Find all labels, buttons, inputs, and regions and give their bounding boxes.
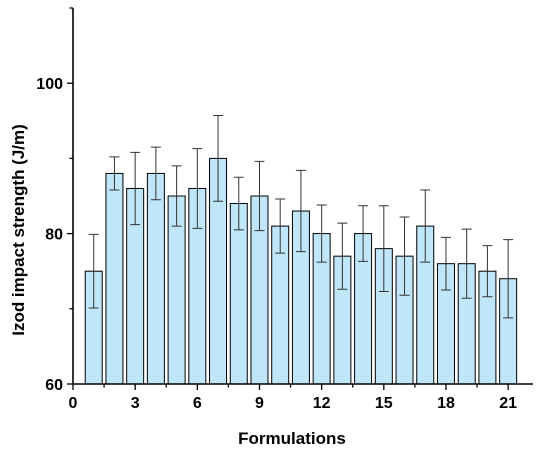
error-bar-20 — [482, 245, 493, 298]
x-tick-label-0: 0 — [69, 395, 78, 412]
y-axis-title: Izod impact strength (J/m) — [9, 124, 28, 336]
bar-4 — [146, 172, 165, 385]
x-tick-label-3: 3 — [131, 395, 140, 412]
error-bar-2 — [109, 156, 120, 191]
y-tick-label-80: 80 — [45, 227, 63, 244]
bars-group — [84, 157, 518, 385]
bar-8 — [229, 203, 248, 385]
error-bar-10 — [275, 198, 286, 254]
error-bar-13 — [337, 222, 348, 290]
error-bar-11 — [295, 169, 306, 253]
error-bar-21 — [503, 239, 514, 319]
error-bar-8 — [233, 176, 244, 231]
error-bar-9 — [254, 160, 265, 232]
x-tick-label-9: 9 — [255, 395, 264, 412]
x-tick-label-12: 12 — [313, 395, 331, 412]
error-bar-16 — [399, 216, 410, 296]
y-tick-label-60: 60 — [45, 377, 63, 394]
error-bar-1 — [88, 233, 99, 309]
x-tick-label-6: 6 — [193, 395, 202, 412]
ticks-group: 0 3 6 9 12 15 18 21 60 80 100 — [36, 7, 517, 412]
error-bar-14 — [358, 205, 369, 262]
error-bar-7 — [213, 115, 224, 202]
x-axis-title: Formulations — [238, 429, 346, 448]
error-bar-17 — [420, 189, 431, 263]
error-bars-group — [88, 115, 514, 319]
y-tick-label-100: 100 — [36, 76, 63, 93]
error-bar-15 — [378, 205, 389, 293]
x-tick-label-21: 21 — [499, 395, 517, 412]
error-bar-18 — [440, 236, 451, 291]
error-bar-4 — [150, 146, 161, 201]
error-bar-6 — [192, 148, 203, 229]
error-bar-5 — [171, 165, 182, 227]
x-tick-label-15: 15 — [375, 395, 393, 412]
bar-2 — [105, 172, 124, 385]
error-bar-19 — [461, 228, 472, 299]
error-bar-12 — [316, 204, 327, 263]
error-bar-3 — [130, 151, 141, 226]
x-tick-label-18: 18 — [437, 395, 455, 412]
axes-group — [72, 8, 533, 385]
